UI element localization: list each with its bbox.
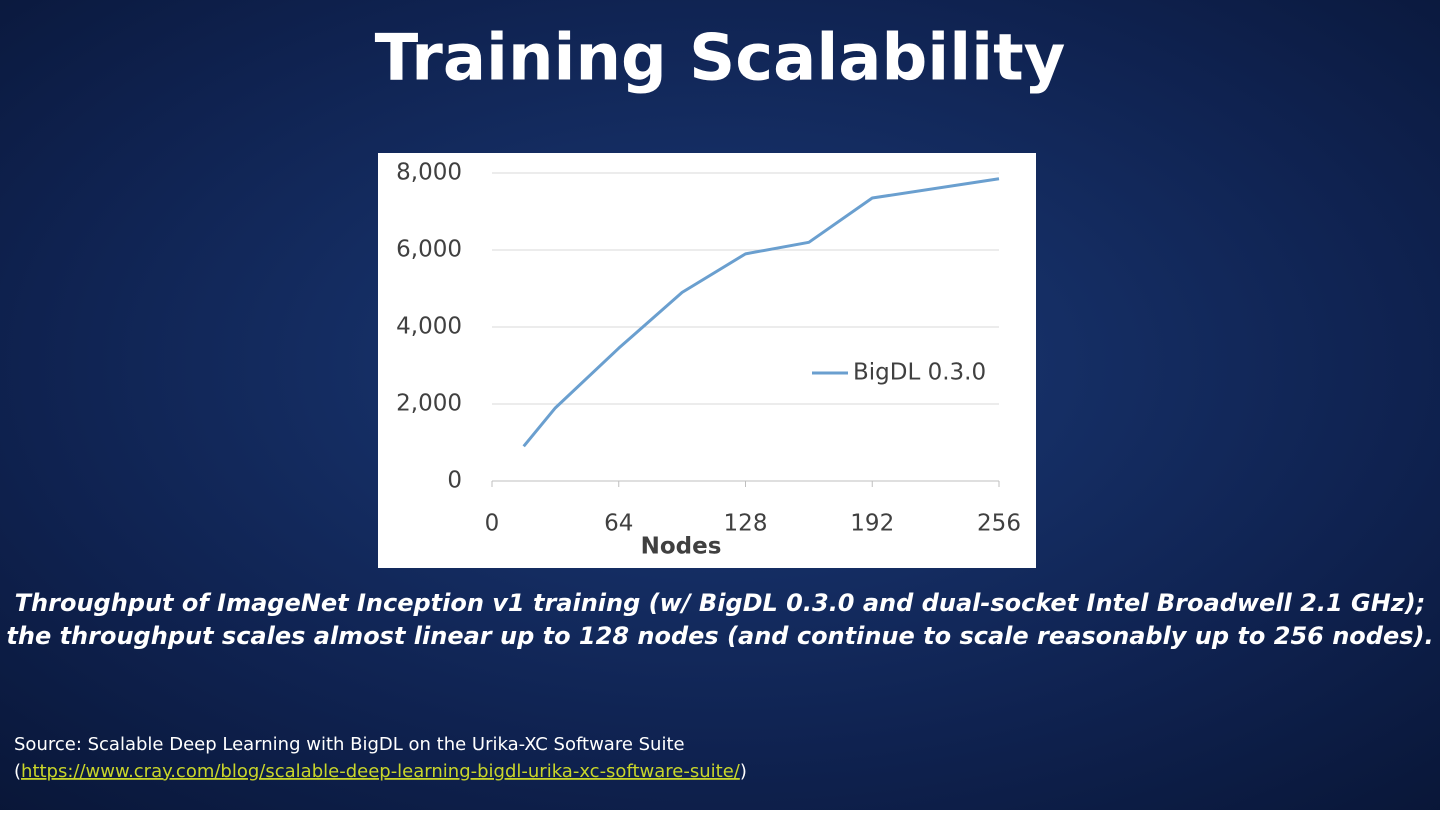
source: Source: Scalable Deep Learning with BigD… — [14, 734, 685, 755]
x-tick-label: 192 — [850, 511, 894, 537]
x-tick-label: 64 — [604, 511, 633, 537]
y-tick-label: 4,000 — [396, 314, 462, 340]
slide-title: Training Scalability — [375, 22, 1066, 96]
chart: 0 2,000 4,000 6,000 8,000 0 64 128 192 256 Nodes Bi… — [396, 160, 1021, 560]
paren: ) — [740, 761, 747, 782]
x-tick-label: 128 — [724, 511, 768, 537]
source-link: (https://www.cray.com/blog/scalable-deep… — [14, 761, 747, 782]
link[interactable]: https://www.cray.com/blog/scalable-deep-… — [21, 761, 741, 782]
chart-box — [378, 153, 1036, 568]
caption-line: the throughput scales almost linear up t… — [6, 622, 1433, 650]
y-tick-label: 6,000 — [396, 237, 462, 263]
x-tick-label: 0 — [485, 511, 500, 537]
legend-label: BigDL 0.3.0 — [853, 360, 986, 386]
x-axis-label: Nodes — [641, 534, 722, 560]
caption-line: Throughput of ImageNet Inception v1 trai… — [15, 589, 1426, 617]
y-tick-label: 2,000 — [396, 391, 462, 417]
y-tick-label: 8,000 — [396, 160, 462, 186]
data-line — [522, 177, 1000, 448]
y-tick-label: 0 — [447, 468, 462, 494]
paren: ( — [14, 761, 21, 782]
x-tick-label: 256 — [977, 511, 1021, 537]
